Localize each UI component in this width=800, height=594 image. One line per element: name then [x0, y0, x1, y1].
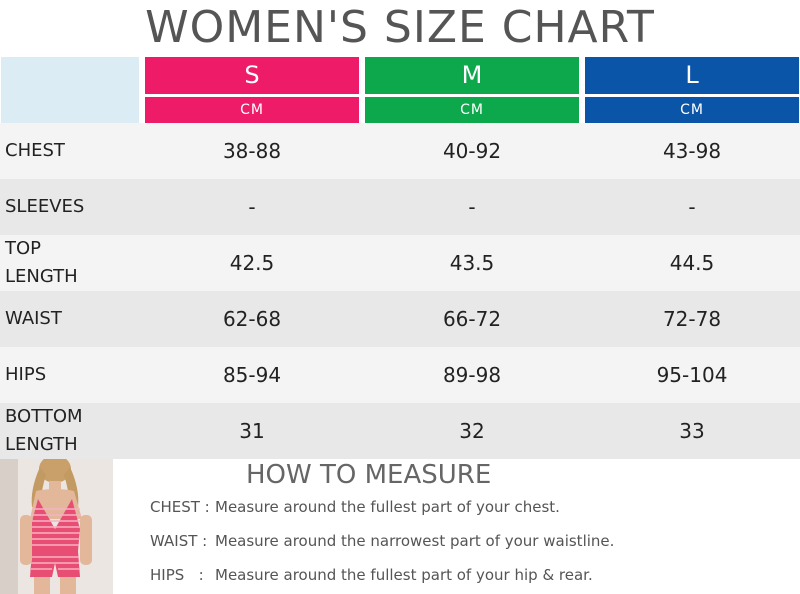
- cell-m: 89-98: [442, 363, 502, 387]
- measure-chest: CHEST : Measure around the fullest part o…: [150, 495, 560, 519]
- chart-title: WOMEN'S SIZE CHART: [145, 2, 655, 53]
- row-label: BOTTOM LENGTH: [5, 406, 83, 455]
- table-row: TOP LENGTH 42.5 43.5 44.5: [0, 235, 800, 291]
- row-label: WAIST: [5, 308, 62, 329]
- measure-text: Measure around the fullest part of your …: [215, 566, 593, 584]
- measure-text: Measure around the narrowest part of you…: [215, 532, 615, 550]
- measure-hips: HIPS : Measure around the fullest part of…: [150, 563, 593, 587]
- row-label: CHEST: [5, 140, 65, 161]
- row-label: SLEEVES: [5, 196, 85, 217]
- measure-key: WAIST :: [150, 532, 208, 550]
- table-row: WAIST 62-68 66-72 72-78: [0, 291, 800, 347]
- size-l-header: L: [585, 57, 799, 94]
- cell-m: 40-92: [442, 139, 502, 163]
- cell-l: 44.5: [669, 251, 715, 275]
- cell-s: -: [248, 195, 256, 219]
- row-label: TOP LENGTH: [5, 238, 78, 287]
- header-corner: [1, 57, 139, 123]
- measure-waist: WAIST : Measure around the narrowest part…: [150, 529, 614, 553]
- cell-m: 66-72: [442, 307, 502, 331]
- size-m-unit: CM: [365, 97, 579, 123]
- cell-s: 42.5: [229, 251, 275, 275]
- cell-m: 32: [459, 419, 485, 443]
- table-row: CHEST 38-88 40-92 43-98: [0, 123, 800, 179]
- measure-text: Measure around the fullest part of your …: [215, 498, 560, 516]
- cell-s: 38-88: [222, 139, 282, 163]
- size-m-header: M: [365, 57, 579, 94]
- cell-m: -: [468, 195, 476, 219]
- cell-s: 62-68: [222, 307, 282, 331]
- measure-key: CHEST :: [150, 498, 210, 516]
- table-row: BOTTOM LENGTH 31 32 33: [0, 403, 800, 459]
- how-to-measure-title: HOW TO MEASURE: [246, 460, 492, 490]
- cell-l: 33: [679, 419, 705, 443]
- cell-l: 72-78: [662, 307, 722, 331]
- size-s-header: S: [145, 57, 359, 94]
- cell-l: -: [688, 195, 696, 219]
- cell-s: 85-94: [222, 363, 282, 387]
- cell-s: 31: [239, 419, 265, 443]
- table-row: SLEEVES - - -: [0, 179, 800, 235]
- size-s-unit: CM: [145, 97, 359, 123]
- table-row: HIPS 85-94 89-98 95-104: [0, 347, 800, 403]
- cell-m: 43.5: [449, 251, 495, 275]
- model-photo: [0, 459, 113, 594]
- row-label: HIPS: [5, 364, 47, 385]
- cell-l: 95-104: [656, 363, 728, 387]
- cell-l: 43-98: [662, 139, 722, 163]
- size-l-unit: CM: [585, 97, 799, 123]
- measure-key: HIPS :: [150, 566, 204, 584]
